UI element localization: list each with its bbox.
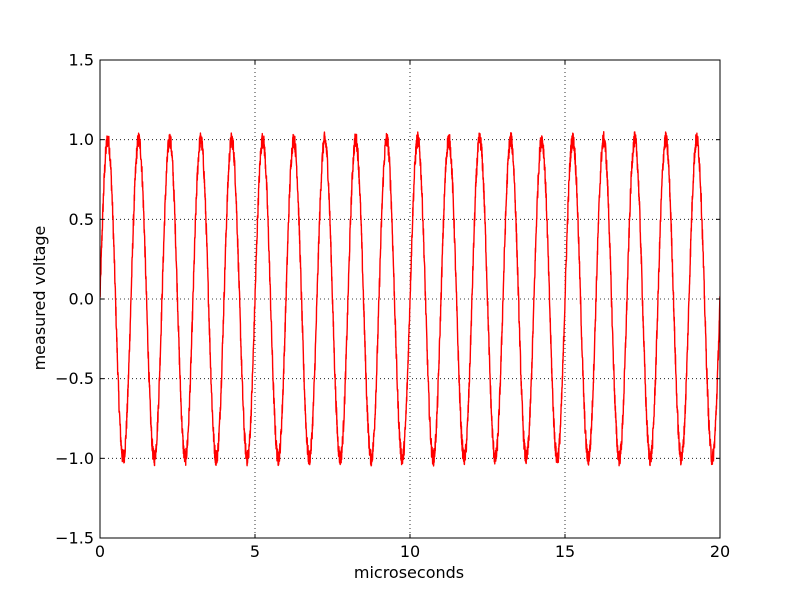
x-tick-label: 20	[710, 542, 730, 561]
x-tick-label: 0	[95, 542, 105, 561]
x-tick-label: 15	[555, 542, 575, 561]
grid	[100, 60, 720, 538]
y-tick-label: −0.5	[55, 369, 94, 388]
x-axis-ticks: 0 5 10 15 20	[95, 60, 730, 561]
y-tick-label: −1.0	[55, 449, 94, 468]
y-tick-label: 1.5	[69, 51, 94, 70]
x-tick-label: 5	[250, 542, 260, 561]
y-tick-label: 0.5	[69, 210, 94, 229]
y-axis-ticks: −1.5 −1.0 −0.5 0.0 0.5 1.0 1.5	[55, 51, 720, 548]
x-axis-label: microseconds	[354, 563, 464, 582]
series-layer	[100, 131, 720, 467]
voltage-series-line	[100, 131, 720, 467]
x-tick-label: 10	[400, 542, 420, 561]
y-tick-label: −1.5	[55, 529, 94, 548]
y-tick-label: 0.0	[69, 290, 94, 309]
y-tick-label: 1.0	[69, 130, 94, 149]
y-axis-label: measured voltage	[30, 226, 49, 371]
